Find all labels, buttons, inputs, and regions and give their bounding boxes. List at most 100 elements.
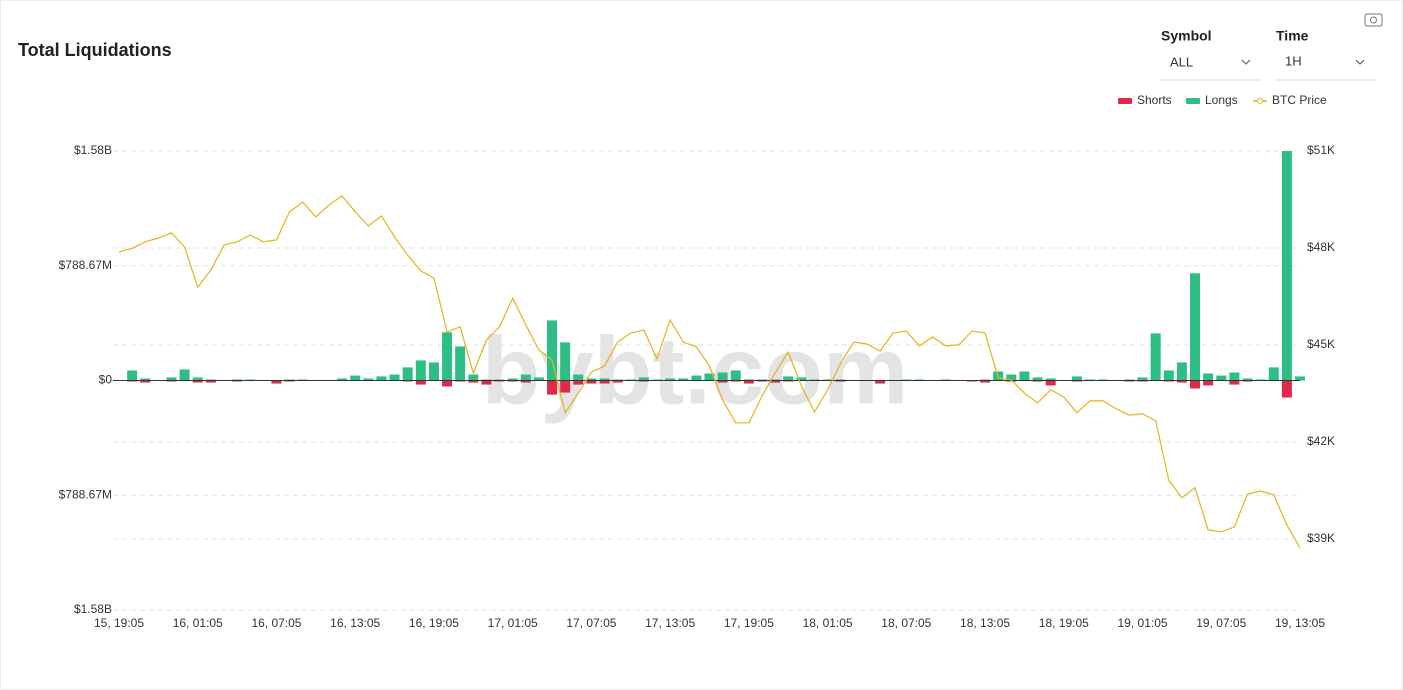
- bar: [586, 378, 597, 381]
- bar: [1229, 380, 1240, 385]
- bar: [560, 342, 571, 381]
- bar: [980, 380, 991, 383]
- bar: [612, 380, 623, 383]
- chevron[interactable]: [1355, 59, 1365, 65]
- bar: [980, 379, 991, 381]
- bar: [192, 377, 203, 381]
- bar: [743, 380, 754, 384]
- bar: [1203, 373, 1214, 381]
- bar: [1281, 380, 1292, 398]
- x-tick-label: 18, 01:05: [803, 616, 853, 630]
- legend-label[interactable]: Shorts: [1137, 93, 1172, 107]
- legend-swatch: [1118, 98, 1132, 104]
- bar: [547, 380, 558, 395]
- x-tick-label: 16, 01:05: [173, 616, 223, 630]
- camera-icon[interactable]: [1364, 13, 1383, 27]
- bar: [455, 380, 466, 382]
- bar: [1295, 376, 1305, 381]
- bar: [1281, 151, 1292, 381]
- y-tick-label: $1.58B: [74, 602, 112, 616]
- bar: [1163, 370, 1174, 381]
- x-tick-label: 17, 13:05: [645, 616, 695, 630]
- bar: [835, 380, 846, 382]
- bar: [415, 380, 426, 385]
- bar: [796, 377, 807, 381]
- bar: [1163, 380, 1174, 382]
- bar: [481, 379, 492, 381]
- watermark: bybt.com: [482, 317, 909, 424]
- bar: [507, 378, 518, 381]
- bar: [284, 380, 295, 382]
- bar: [389, 374, 400, 381]
- control-value[interactable]: ALL: [1170, 54, 1193, 69]
- x-tick-label: 17, 19:05: [724, 616, 774, 630]
- bar: [717, 380, 728, 383]
- bar: [835, 379, 846, 381]
- bar: [284, 379, 295, 381]
- bar: [1176, 362, 1187, 381]
- bar: [205, 380, 216, 383]
- bar: [1203, 380, 1214, 386]
- bar: [1124, 379, 1135, 381]
- bar: [822, 379, 833, 381]
- y2-tick-label: $39K: [1307, 531, 1335, 545]
- bar: [507, 380, 518, 382]
- camera-body[interactable]: [1364, 13, 1383, 27]
- bar: [442, 332, 453, 381]
- bar: [756, 379, 767, 381]
- control-label: Symbol: [1161, 28, 1212, 44]
- bar: [1242, 380, 1253, 382]
- legend-label[interactable]: Longs: [1205, 93, 1238, 107]
- bar: [127, 380, 138, 382]
- bar: [533, 377, 544, 381]
- bar: [442, 380, 453, 387]
- bar: [166, 380, 177, 382]
- bar: [140, 380, 151, 383]
- bar: [691, 375, 702, 381]
- bar: [402, 367, 413, 381]
- bar: [599, 380, 610, 384]
- bar: [1229, 372, 1240, 381]
- bar: [232, 379, 243, 381]
- bar: [678, 378, 689, 381]
- bar: [415, 360, 426, 381]
- bar: [1019, 371, 1030, 381]
- symbol-control[interactable]: Symbol ALL: [1160, 28, 1260, 81]
- y-tick-label: $788.67M: [59, 487, 112, 501]
- bar: [337, 378, 348, 381]
- bar: [914, 379, 925, 381]
- bar: [770, 379, 781, 381]
- bar: [1242, 378, 1253, 381]
- y2-tick-label: $42K: [1307, 434, 1335, 448]
- bar: [494, 379, 505, 381]
- bar: [809, 379, 820, 381]
- bar: [1268, 367, 1279, 381]
- bar: [625, 379, 636, 381]
- chevron[interactable]: [1241, 59, 1251, 65]
- y2-tick-label: $48K: [1307, 240, 1335, 254]
- y2-tick-label: $51K: [1307, 143, 1335, 157]
- bar: [376, 376, 387, 381]
- bar: [940, 379, 951, 381]
- bar: [704, 373, 715, 381]
- legend-label[interactable]: BTC Price: [1272, 93, 1327, 107]
- bar: [1085, 379, 1096, 381]
- bar: [743, 379, 754, 381]
- chart-title: Total Liquidations: [18, 40, 172, 60]
- bar: [560, 380, 571, 393]
- bar: [232, 380, 243, 382]
- y-tick-label: $788.67M: [59, 258, 112, 272]
- bar: [1071, 376, 1082, 381]
- bar: [783, 380, 794, 382]
- control-label: Time: [1276, 28, 1309, 44]
- y2-tick-label: $45K: [1307, 337, 1335, 351]
- control-value[interactable]: 1H: [1285, 53, 1302, 68]
- x-tick-label: 19, 01:05: [1118, 616, 1168, 630]
- bar: [402, 380, 413, 382]
- x-tick-label: 16, 13:05: [330, 616, 380, 630]
- x-tick-label: 18, 07:05: [881, 616, 931, 630]
- time-control[interactable]: Time 1H: [1276, 28, 1376, 81]
- bar: [665, 378, 676, 381]
- camera-lens[interactable]: [1370, 16, 1377, 24]
